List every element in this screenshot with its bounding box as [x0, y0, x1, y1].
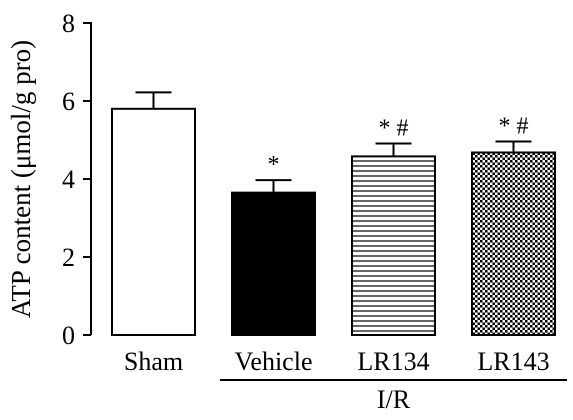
- category-label: Sham: [124, 347, 183, 376]
- y-tick-label: 8: [62, 9, 75, 38]
- group-bracket-label: I/R: [377, 385, 411, 414]
- significance-annotation: * #: [379, 116, 409, 142]
- y-tick-label: 4: [62, 165, 75, 194]
- category-label: LR134: [357, 347, 429, 376]
- significance-annotation: *: [268, 152, 280, 178]
- y-tick-label: 0: [62, 321, 75, 350]
- bar-vehicle: [231, 191, 316, 336]
- category-label: LR143: [477, 347, 549, 376]
- y-tick-label: 6: [62, 87, 75, 116]
- bar-lr143: [471, 151, 556, 336]
- significance-annotation: * #: [499, 114, 529, 140]
- bar-lr134: [351, 155, 436, 336]
- bar-sham: [111, 107, 196, 336]
- y-axis-label: ATP content (μmol/g pro): [6, 40, 36, 318]
- category-label: Vehicle: [235, 347, 313, 376]
- y-tick-label: 2: [62, 243, 75, 272]
